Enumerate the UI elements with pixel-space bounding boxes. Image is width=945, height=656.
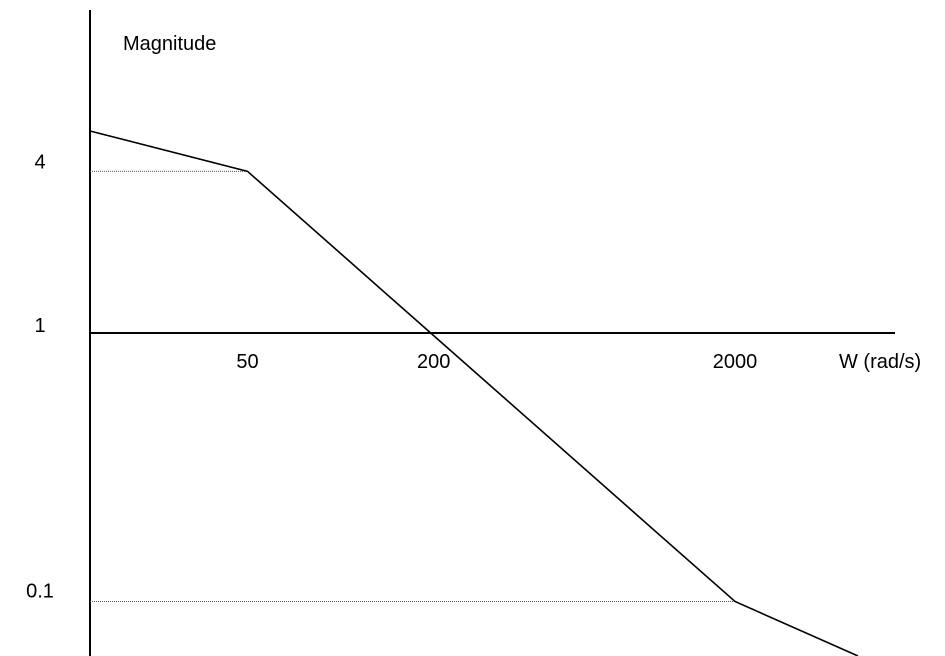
x-tick-label-1: 200 (417, 351, 450, 373)
y-tick-label-1: 1 (34, 315, 45, 337)
magnitude-series-line (89, 130, 859, 656)
x-tick-labels: 50 200 2000 (236, 351, 757, 373)
x-tick-label-2: 2000 (713, 351, 758, 373)
x-axis-label: W (rad/s) (839, 351, 921, 373)
reference-lines (90, 170, 735, 602)
y-tick-label-2: 0.1 (26, 581, 54, 603)
y-tick-label-0: 4 (34, 151, 45, 173)
y-tick-labels: 410.1 (26, 151, 54, 602)
y-axis-label: Magnitude (123, 33, 216, 55)
x-tick-label-0: 50 (236, 351, 258, 373)
